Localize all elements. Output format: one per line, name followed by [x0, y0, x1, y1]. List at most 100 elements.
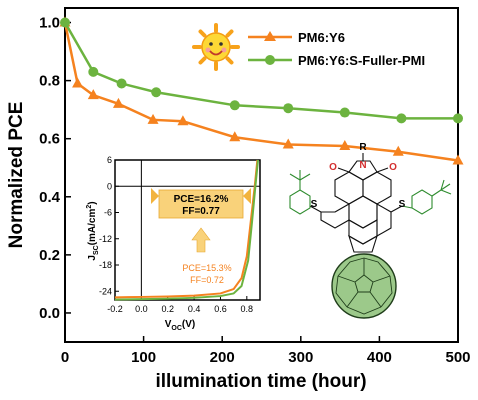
s-bond-right	[390, 205, 403, 213]
main-plot-frame	[64, 7, 459, 343]
left-tbutyl-branch-1	[289, 173, 301, 181]
five-ring	[348, 234, 378, 253]
main-series-point	[339, 107, 350, 118]
main-x-tick-label: 400	[367, 349, 392, 366]
inset-y-tick-label: -18	[99, 260, 112, 270]
legend: PM6:Y6 PM6:Y6:S-Fuller-PMI	[248, 30, 425, 68]
main-series-point	[283, 103, 294, 114]
legend-label-pm6y6: PM6:Y6	[298, 30, 345, 45]
banner-right-tail	[243, 188, 251, 204]
main-series-point	[87, 89, 99, 100]
atom-s-right: S	[399, 199, 406, 210]
inset-y-tick-label: -24	[99, 286, 112, 296]
core-ring-4	[320, 203, 350, 229]
legend-label-pm6y6-sfuller: PM6:Y6:S-Fuller-PMI	[298, 53, 425, 68]
banner-pce-green: PCE=16.2%	[174, 194, 229, 205]
molecule-structure	[289, 153, 452, 253]
inset-chart: -0.2 0.0 0.2 0.4 0.6 0.860-6-12-18-24 VOC(V) …	[86, 155, 261, 332]
main-series-point	[453, 113, 463, 124]
main-series-point	[282, 138, 294, 149]
main-series-point	[72, 77, 84, 88]
fullerene-cage	[331, 253, 397, 319]
inset-y-axis-label: JSC(mA/cm2)	[86, 201, 100, 260]
atom-s-left: S	[311, 199, 318, 210]
legend-marker-pm6y6-sfuller	[265, 55, 275, 65]
right-tbutyl-branch-2	[440, 179, 445, 191]
sun-icon	[192, 23, 240, 71]
inset-x-tick-label: 0.8	[241, 304, 254, 314]
arrow-up-icon	[191, 227, 211, 253]
main-series-group	[59, 16, 464, 165]
atom-o-right: O	[389, 162, 397, 173]
main-series-point	[88, 66, 99, 77]
main-x-tick-label: 500	[445, 349, 470, 366]
main-series-point	[112, 97, 124, 108]
banner-body	[158, 189, 244, 219]
main-x-tick-label: 200	[210, 349, 235, 366]
inset-x-tick-label: 0.6	[214, 304, 227, 314]
banner-left-tail	[151, 188, 159, 204]
inset-pce-orange: PCE=15.3%	[182, 263, 231, 273]
inset-x-tick-label: 0.4	[188, 304, 201, 314]
main-series-point	[392, 145, 404, 156]
carbonyl-bond-right	[376, 167, 389, 173]
inset-x-tick-label: 0.2	[161, 304, 174, 314]
main-x-tick-label: 300	[288, 349, 313, 366]
inset-x-tick-label: 0.0	[135, 304, 148, 314]
main-y-tick-label: 1.0	[39, 15, 60, 32]
inset-series-group	[114, 159, 260, 301]
right-phenyl	[411, 189, 433, 215]
inset-y-tick-label: 0	[107, 181, 112, 191]
inset-x-axis-label: VOC(V)	[165, 319, 196, 332]
main-series-point	[147, 113, 159, 124]
main-y-axis-label: Normalized PCE	[6, 102, 27, 249]
inset-x-tick-label: -0.2	[107, 304, 123, 314]
main-series-point	[229, 131, 241, 142]
right-tbutyl-branch-3	[440, 183, 451, 191]
right-phenyl-s-bond	[401, 205, 413, 209]
inset-y-tick-label: -6	[104, 208, 112, 218]
banner-ff-green: FF=0.77	[182, 206, 220, 217]
main-x-axis-label: illumination time (hour)	[155, 371, 366, 392]
carbonyl-bond-left	[337, 167, 350, 173]
fullerene-facets	[335, 257, 393, 315]
inset-tick-labels: -0.2 0.0 0.2 0.4 0.6 0.8 6 0 -6 -12 -18 -24	[99, 155, 253, 314]
inset-y-tick-label: 6	[107, 155, 112, 165]
main-series-point	[396, 113, 407, 124]
main-series-point	[177, 115, 189, 126]
core-ring-3	[348, 195, 378, 229]
main-y-tick-label: 0.2	[39, 247, 60, 264]
s-bond-left	[309, 205, 322, 213]
pce-banner-green: PCE=16.2% FF=0.77	[151, 188, 251, 219]
main-series-point	[339, 139, 351, 150]
legend-marker-pm6y6	[264, 31, 276, 41]
fullerene-sphere	[331, 253, 397, 319]
main-series-point	[116, 78, 127, 89]
inset-y-tick-label: -12	[99, 234, 112, 244]
main-series-point	[60, 17, 70, 28]
atom-r: R	[359, 142, 367, 153]
main-series-point	[151, 87, 162, 98]
main-series-line-0	[63, 22, 459, 162]
core-ring-6	[348, 219, 378, 245]
inset-ff-orange: FF=0.72	[190, 275, 224, 285]
inset-series-line-0	[114, 159, 259, 299]
main-y-tick-label: 0.0	[39, 305, 60, 322]
core-ring-1	[334, 171, 364, 205]
atom-o-left: O	[329, 162, 337, 173]
right-tbutyl-stem	[431, 189, 442, 197]
atom-n: N	[359, 160, 366, 171]
inset-zero-lines	[115, 160, 260, 300]
main-series-point	[452, 154, 464, 165]
main-chart: 0 100 200 300 400 500 0.0 0.2 0.4 0.6 0.8 1.0 illum…	[6, 7, 471, 392]
inset-plot-frame	[114, 159, 261, 301]
core-ring-2	[362, 171, 392, 205]
left-tbutyl-branch-2	[299, 173, 311, 181]
molecule-atom-labels: R N O O S S	[311, 142, 406, 210]
main-tick-labels: 0 100 200 300 400 500 0.0 0.2 0.4 0.6 0.8 1.0	[39, 15, 470, 366]
left-phenyl	[289, 189, 311, 215]
main-y-tick-label: 0.4	[39, 189, 61, 206]
main-y-tick-label: 0.8	[39, 73, 60, 90]
right-tbutyl-branch-1	[440, 189, 452, 195]
